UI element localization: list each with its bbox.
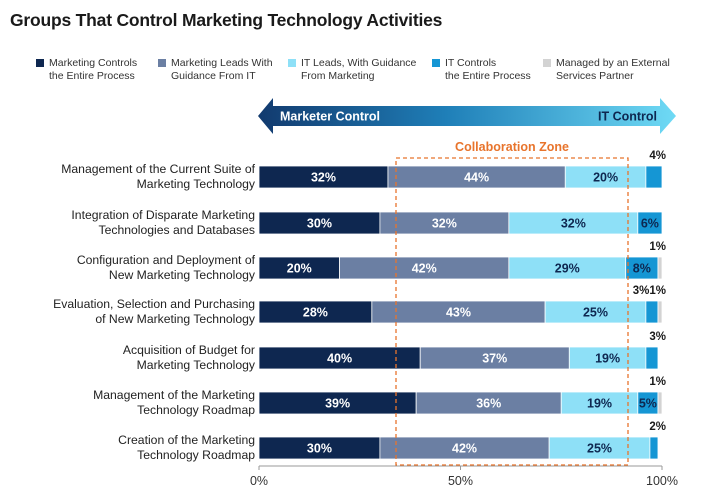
outside-data-label: 1% <box>649 376 666 388</box>
bar-data-label: 29% <box>555 262 580 276</box>
bar-data-label: 32% <box>311 171 336 185</box>
legend-swatch <box>288 59 296 67</box>
bar-data-label: 20% <box>593 171 618 185</box>
category-label-line: Technology Roadmap <box>137 403 255 417</box>
bar-data-label: 20% <box>287 262 312 276</box>
bar-data-label: 44% <box>464 171 489 185</box>
legend-label: IT Controls the Entire Process <box>445 57 531 82</box>
bar-data-label: 42% <box>412 262 437 276</box>
bar-data-label: 40% <box>327 352 352 366</box>
x-tick-label: 0% <box>250 474 268 488</box>
bar-data-label: 28% <box>303 306 328 320</box>
category-label-line: Management of the Marketing <box>93 388 255 402</box>
bar-segment <box>645 165 663 189</box>
bar-segment <box>657 256 663 280</box>
category-label: Integration of Disparate Marketing Techno… <box>0 208 255 238</box>
bar-data-label: 19% <box>595 352 620 366</box>
outside-data-label: 3% <box>649 331 666 343</box>
bar-data-label: 32% <box>432 217 457 231</box>
bar-data-label: 25% <box>583 306 608 320</box>
category-label-line: Integration of Disparate Marketing <box>71 208 255 222</box>
category-label: Evaluation, Selection and Purchasing of N… <box>0 297 255 327</box>
category-label-line: New Marketing Technology <box>108 268 255 282</box>
legend-label: Marketing Leads With Guidance From IT <box>171 57 273 82</box>
bar-data-label: 30% <box>307 442 332 456</box>
collaboration-zone-label: Collaboration Zone <box>455 140 569 154</box>
bar-data-label: 6% <box>641 217 659 231</box>
bar-data-label: 8% <box>633 262 651 276</box>
category-label-line: Management of the Current Suite of <box>61 162 255 176</box>
category-label-line: Technologies and Databases <box>98 223 255 237</box>
bar-segment <box>657 300 663 324</box>
legend-swatch <box>158 59 166 67</box>
category-label: Management of the Marketing Technology Ro… <box>0 388 255 418</box>
legend-swatch <box>36 59 44 67</box>
arrow-right-label: IT Control <box>598 110 657 124</box>
x-tick-label: 50% <box>448 474 473 488</box>
category-label-line: Configuration and Deployment of <box>76 253 255 267</box>
outside-data-label: 2% <box>649 421 666 433</box>
bar-data-label: 39% <box>325 397 350 411</box>
category-label-line: Acquisition of Budget for <box>122 343 255 357</box>
legend-label: Marketing Controls the Entire Process <box>49 57 138 82</box>
arrow-left-label: Marketer Control <box>280 110 380 124</box>
category-label-line: Marketing Technology <box>136 177 255 191</box>
bar-data-label: 32% <box>561 217 586 231</box>
bar-data-label: 36% <box>476 397 501 411</box>
x-tick-label: 100% <box>646 474 678 488</box>
bar-segment <box>645 346 659 370</box>
bar-data-label: 30% <box>307 217 332 231</box>
bar-segment <box>637 211 663 235</box>
outside-data-label: 4% <box>649 150 666 162</box>
legend-label: Managed by an External Services Partner <box>556 57 670 82</box>
bar-data-label: 37% <box>482 352 507 366</box>
category-label: Management of the Current Suite of Market… <box>0 162 255 192</box>
category-label: Acquisition of Budget for Marketing Techn… <box>0 343 255 373</box>
bar-data-label: 42% <box>452 442 477 456</box>
outside-data-label: 3%1% <box>633 285 666 297</box>
category-label-line: Creation of the Marketing <box>118 433 255 447</box>
category-label-line: Technology Roadmap <box>137 448 255 462</box>
bar-data-label: 43% <box>446 306 471 320</box>
category-label-line: Evaluation, Selection and Purchasing <box>53 297 255 311</box>
category-label-line: Marketing Technology <box>136 358 255 372</box>
category-label: Configuration and Deployment of New Marke… <box>0 253 255 283</box>
bar-segment <box>649 436 659 460</box>
control-arrow <box>258 98 676 134</box>
category-label-line: of New Marketing Technology <box>95 312 255 326</box>
outside-data-label: 1% <box>649 241 666 253</box>
chart-title: Groups That Control Marketing Technology… <box>10 10 443 30</box>
bar-data-label: 5% <box>639 397 657 411</box>
legend-label: IT Leads, With Guidance From Marketing <box>301 57 417 82</box>
category-label: Creation of the Marketing Technology Road… <box>0 433 255 463</box>
bar-data-label: 25% <box>587 442 612 456</box>
collaboration-zone-box <box>395 157 629 466</box>
bar-segment <box>645 300 659 324</box>
legend-swatch <box>543 59 551 67</box>
bar-segment <box>657 391 663 415</box>
legend-swatch <box>432 59 440 67</box>
bar-data-label: 19% <box>587 397 612 411</box>
